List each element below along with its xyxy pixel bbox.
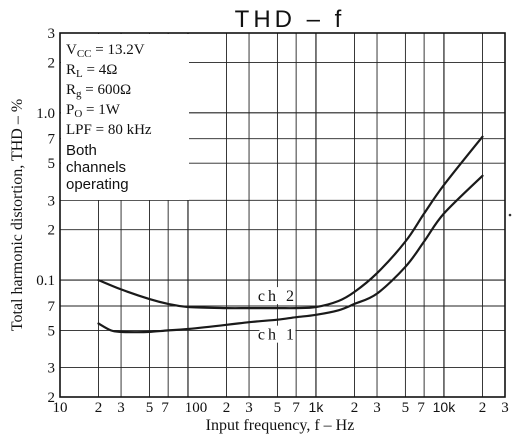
y-tick-label: 2 xyxy=(48,390,56,406)
x-axis-label: Input frequency, f – Hz xyxy=(206,417,355,434)
y-tick-label: 1.0 xyxy=(36,106,55,122)
x-tick-label: 5 xyxy=(274,400,282,416)
y-tick-label: 3 xyxy=(48,26,56,42)
x-tick-label: 1k xyxy=(309,399,325,415)
note-line: operating xyxy=(66,176,129,193)
series-line-ch1 xyxy=(97,174,484,334)
series-line-ch2 xyxy=(97,135,484,310)
x-tick-labels: 10 2 3 5 7 100 2 3 5 7 1k 2 3 5 7 10k 2 3 xyxy=(53,399,509,416)
conditions-box: VCC = 13.2V RL = 4Ω Rg = 600Ω PO = 1W LPF = … xyxy=(61,34,189,200)
condition-line: RL = 4Ω xyxy=(66,62,117,80)
x-tick-label: 2 xyxy=(479,400,487,416)
x-tick-label: 10k xyxy=(433,399,457,415)
x-tick-label: 5 xyxy=(146,400,154,416)
x-tick-label: 3 xyxy=(117,400,125,416)
x-tick-label: 3 xyxy=(373,400,381,416)
y-tick-label: 2 xyxy=(48,55,56,71)
note-line: Both xyxy=(66,142,97,159)
conditions-background xyxy=(61,34,189,200)
x-tick-label: 10 xyxy=(53,400,68,416)
y-axis-label: Total harmonic distortion, THD – % xyxy=(9,99,26,331)
x-tick-label: 7 xyxy=(292,400,300,416)
series-label-ch1: ch 1 xyxy=(258,327,297,344)
y-tick-label: 0.1 xyxy=(36,273,55,289)
x-tick-label: 3 xyxy=(501,400,509,416)
x-tick-label: 7 xyxy=(417,400,425,416)
x-tick-label: 7 xyxy=(161,400,169,416)
condition-line: VCC = 13.2V xyxy=(66,42,145,60)
condition-line: Rg = 600Ω xyxy=(66,82,131,100)
y-tick-label: 5 xyxy=(48,323,56,339)
x-tick-label: 2 xyxy=(223,400,231,416)
condition-line: LPF = 80 kHz xyxy=(66,122,152,138)
y-tick-label: 2 xyxy=(48,223,56,239)
condition-line: PO = 1W xyxy=(66,102,121,120)
y-tick-labels: 2 3 5 7 0.1 2 3 5 7 1.0 2 3 xyxy=(36,26,55,406)
series-label-ch2: ch 2 xyxy=(258,288,297,305)
x-tick-label: 3 xyxy=(245,400,253,416)
series-label-ch1-bg xyxy=(259,325,296,343)
y-tick-label: 5 xyxy=(48,156,56,172)
y-tick-label: 7 xyxy=(48,299,56,315)
note-line: channels xyxy=(66,159,126,176)
y-tick-label: 3 xyxy=(48,193,56,209)
x-tick-label: 2 xyxy=(351,400,359,416)
x-tick-label: 100 xyxy=(185,400,208,416)
edge-mark xyxy=(508,213,512,217)
x-tick-label: 5 xyxy=(402,400,410,416)
series-layer xyxy=(97,135,484,334)
y-tick-label: 7 xyxy=(48,132,56,148)
y-tick-label: 3 xyxy=(48,361,56,377)
series-label-ch2-bg xyxy=(259,287,296,305)
series-labels: ch 2 ch 1 xyxy=(258,287,297,344)
plot-frame xyxy=(59,32,506,398)
x-tick-label: 2 xyxy=(95,400,103,416)
chart-title: THD – f xyxy=(235,6,346,33)
